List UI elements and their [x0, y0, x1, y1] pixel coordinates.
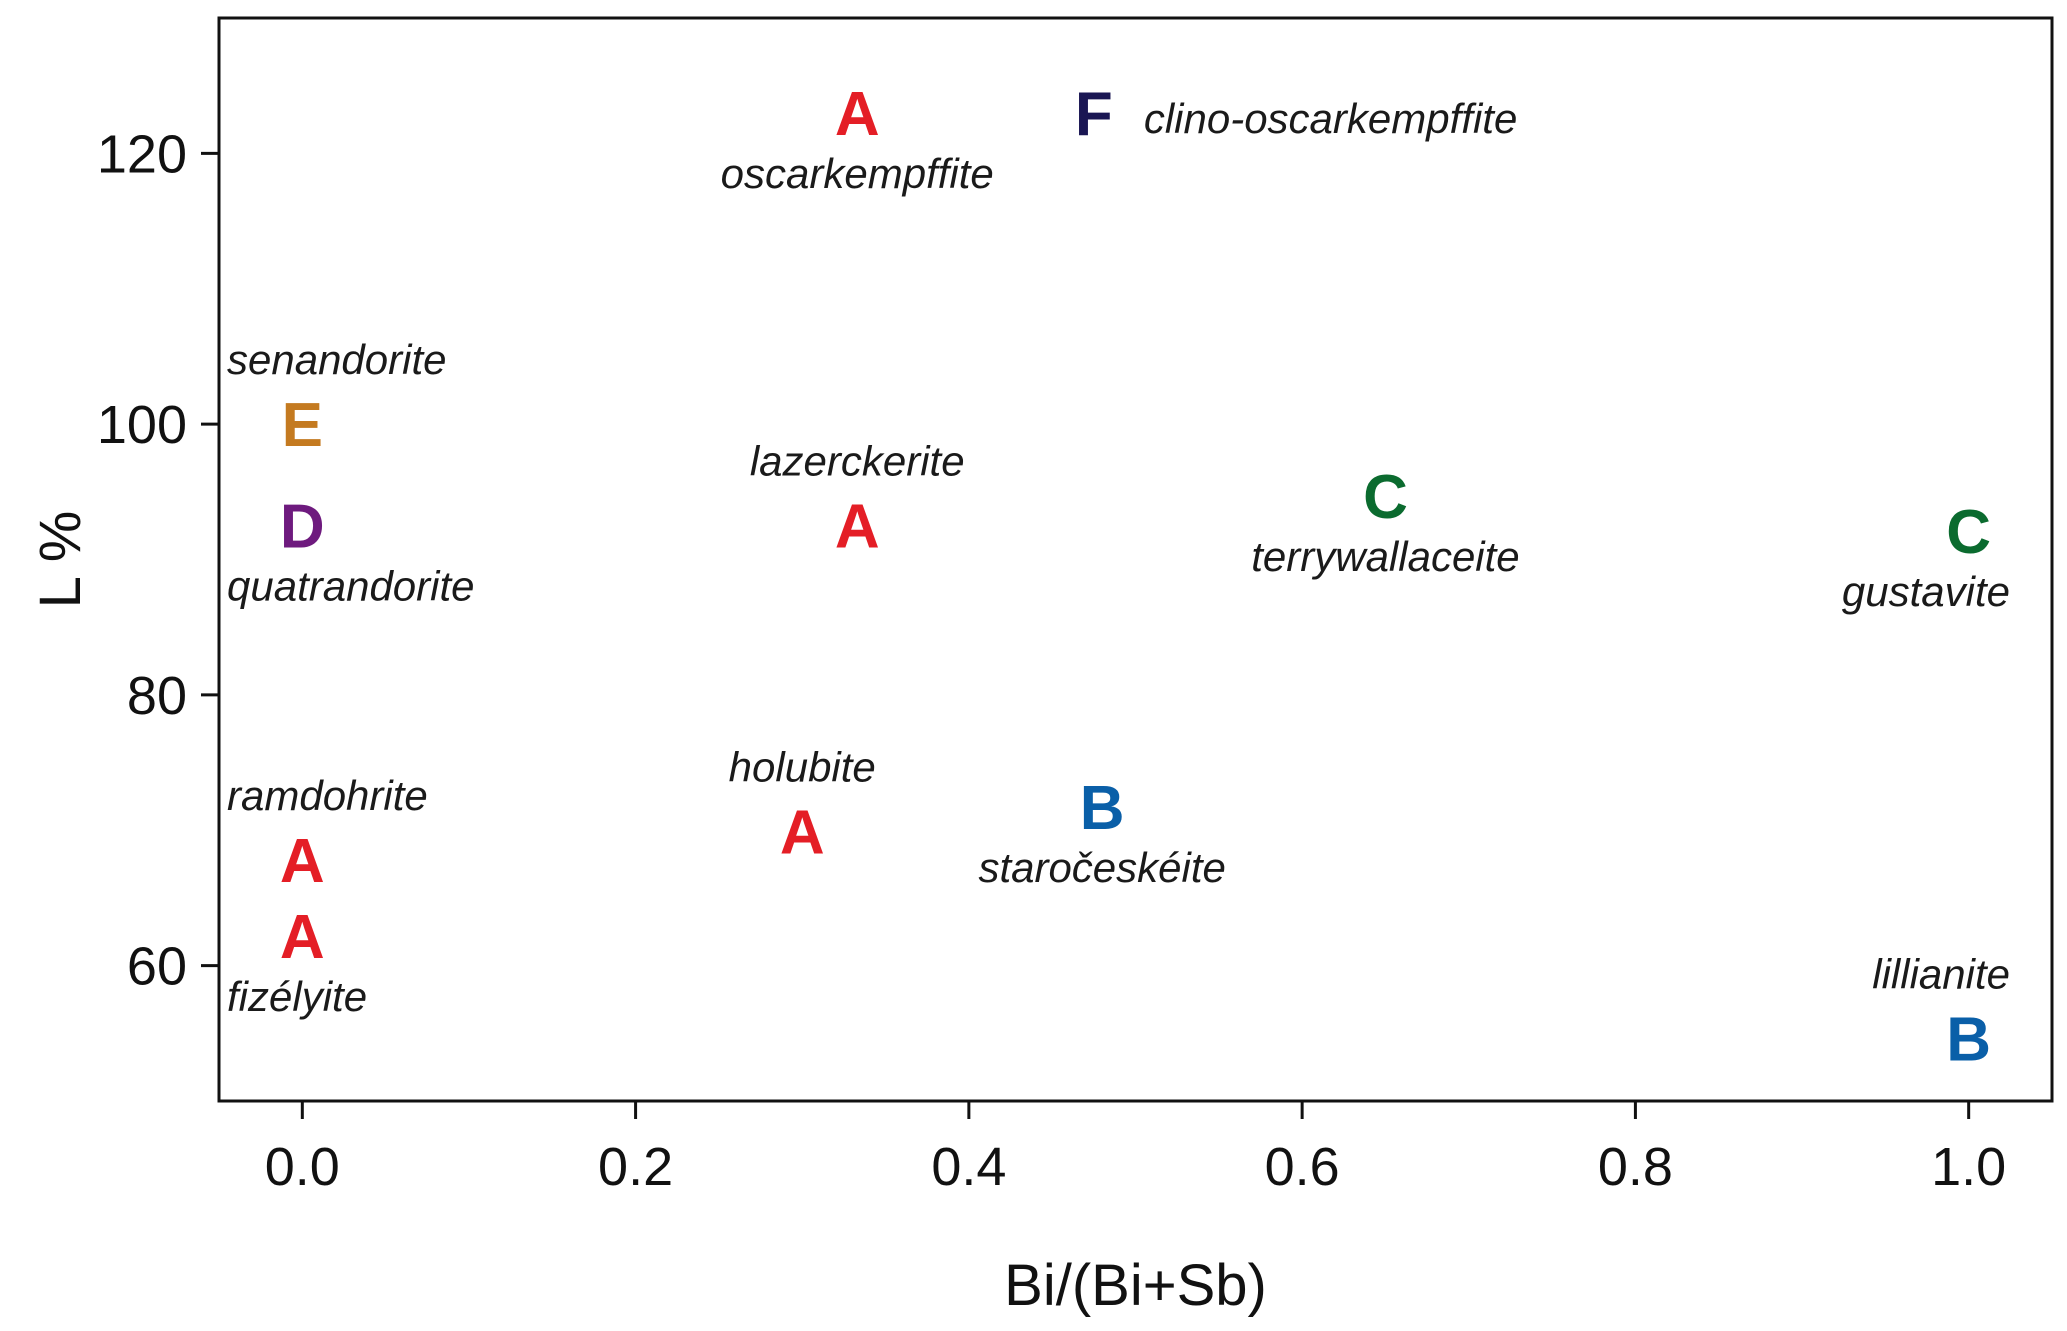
point-mineral-name: gustavite: [1842, 568, 2010, 615]
x-tick-label: 0.8: [1598, 1137, 1673, 1197]
point-group-letter: A: [835, 80, 880, 149]
point-mineral-name: quatrandorite: [227, 563, 475, 610]
x-tick-label: 0.4: [931, 1137, 1006, 1197]
point-group-letter: D: [280, 493, 325, 562]
point-group-letter: C: [1946, 498, 1991, 567]
point-group-letter: A: [835, 493, 880, 562]
point-group-letter: F: [1075, 80, 1113, 149]
point-group-letter: B: [1080, 774, 1125, 843]
y-tick-label: 80: [127, 666, 187, 726]
x-axis: 0.0 0.2 0.4 0.6 0.8 1.0: [265, 1101, 2006, 1197]
y-tick-label: 100: [97, 395, 187, 455]
point-group-letter: E: [282, 391, 323, 460]
point-group-letter: A: [280, 903, 325, 972]
x-axis-title: Bi/(Bi+Sb): [1004, 1253, 1267, 1318]
point-mineral-name: oscarkempffite: [721, 150, 994, 197]
point-mineral-name: lillianite: [1872, 951, 2010, 998]
y-axis: 60 80 100 120: [97, 124, 219, 997]
plot-frame: [217, 16, 2054, 1103]
point-mineral-name: senandorite: [227, 336, 447, 383]
point-mineral-name: terrywallaceite: [1251, 533, 1519, 580]
point-group-letter: A: [780, 799, 825, 868]
y-axis-title: L %: [28, 511, 93, 609]
point-mineral-name: lazerckerite: [750, 438, 965, 485]
point-mineral-name: ramdohrite: [227, 772, 428, 819]
point-group-letter: B: [1946, 1006, 1991, 1075]
x-tick-label: 1.0: [1931, 1137, 2006, 1197]
point-mineral-name: clino-oscarkempffite: [1144, 95, 1517, 142]
point-group-letter: A: [280, 827, 325, 896]
x-tick-label: 0.2: [598, 1137, 673, 1197]
y-tick-label: 120: [97, 124, 187, 184]
point-mineral-name: staročeskéite: [978, 844, 1225, 891]
point-mineral-name: fizélyite: [227, 973, 367, 1020]
x-tick-label: 0.0: [265, 1137, 340, 1197]
x-tick-label: 0.6: [1265, 1137, 1340, 1197]
y-tick-label: 60: [127, 937, 187, 997]
point-group-letter: C: [1363, 463, 1408, 532]
point-mineral-name: holubite: [729, 744, 876, 791]
